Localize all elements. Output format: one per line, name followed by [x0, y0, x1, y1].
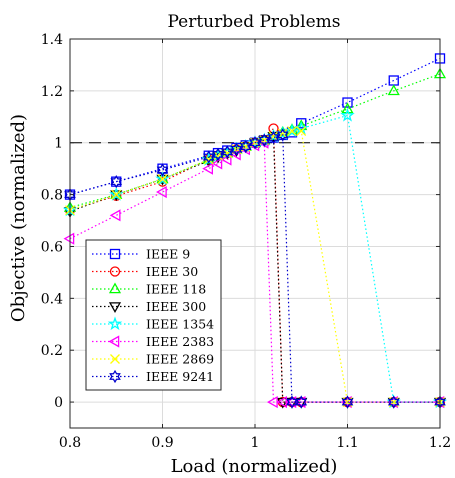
hexagram-marker: [212, 147, 224, 162]
x-tick-label: 1.1: [336, 435, 358, 451]
hexagram-marker: [341, 395, 354, 409]
x-marker: [268, 131, 279, 142]
y-tick-label: 0.4: [41, 291, 63, 307]
hexagram-marker: [295, 395, 308, 409]
y-axis-label: Objective (normalized): [8, 114, 29, 322]
triangle-up-marker: [108, 282, 122, 294]
triangle-left-marker: [202, 162, 213, 175]
hexagram-marker: [249, 136, 261, 150]
hexagram-marker: [387, 395, 400, 409]
hexagram-marker: [230, 142, 243, 156]
triangle-left-marker: [156, 185, 167, 199]
hexagram-marker: [202, 150, 215, 164]
square-marker: [296, 118, 307, 129]
y-tick-label: 0.6: [41, 239, 63, 255]
hexagram-marker: [156, 163, 169, 177]
square-marker: [342, 97, 353, 108]
triangle-left-marker: [211, 157, 223, 170]
y-tick-label: 1.2: [41, 84, 63, 100]
x-tick-label: 1: [251, 435, 260, 451]
x-tick-label: 0.8: [59, 435, 81, 451]
square-marker: [109, 248, 121, 260]
legend-label: IEEE 9241: [146, 369, 214, 384]
y-tick-label: 0: [54, 395, 63, 411]
hexagram-marker: [110, 174, 123, 189]
legend: IEEE 9 IEEE 30 IEEE 118 IEEE 300 IEEE 1354 IE…: [85, 239, 222, 391]
x-marker: [213, 150, 223, 161]
legend-label: IEEE 300: [146, 299, 206, 314]
y-tick-label: 1: [54, 136, 63, 152]
chart-title: Perturbed Problems: [167, 12, 340, 32]
series-ieee-9241: [64, 128, 446, 409]
x-axis-label: Load (normalized): [171, 456, 338, 477]
x-marker: [110, 354, 120, 364]
triangle-left-marker: [109, 209, 121, 222]
hexagram-marker: [221, 145, 234, 159]
triangle-left-marker: [108, 335, 120, 348]
legend-label: IEEE 118: [146, 282, 206, 297]
x-marker: [296, 126, 307, 137]
hexagram-marker: [276, 128, 289, 142]
legend-label: IEEE 1354: [146, 317, 214, 332]
x-marker: [222, 148, 233, 159]
legend-label: IEEE 9: [146, 247, 190, 262]
legend-label: IEEE 30: [146, 264, 198, 279]
x-marker: [157, 174, 168, 184]
series-line: [69, 134, 440, 403]
star-marker: [155, 171, 170, 186]
y-tick-label: 0.8: [41, 188, 63, 204]
triangle-up-marker: [110, 188, 123, 199]
x-tick-label: 1.2: [429, 435, 451, 451]
star-marker: [284, 123, 300, 138]
hexagram-marker: [109, 369, 121, 384]
star-marker: [340, 107, 355, 122]
triangle-up-marker: [295, 119, 308, 131]
circle-marker: [109, 266, 121, 277]
x-marker: [287, 126, 297, 137]
x-marker: [277, 128, 288, 139]
triangle-left-marker: [230, 148, 241, 161]
triangle-left-marker: [63, 232, 75, 245]
star-marker: [107, 316, 123, 331]
legend-label: IEEE 2383: [146, 334, 214, 349]
y-tick-label: 1.4: [41, 32, 63, 48]
hexagram-marker: [258, 133, 271, 147]
triangle-down-marker: [108, 302, 122, 313]
triangle-up-marker: [387, 84, 400, 96]
triangle-up-marker: [341, 102, 354, 114]
legend-box: [85, 239, 222, 391]
y-tick-label: 0.2: [41, 343, 63, 359]
x-tick-label: 0.9: [151, 435, 173, 451]
x-marker: [111, 189, 122, 200]
legend-label: IEEE 2869: [146, 352, 214, 367]
hexagram-marker: [267, 130, 280, 145]
